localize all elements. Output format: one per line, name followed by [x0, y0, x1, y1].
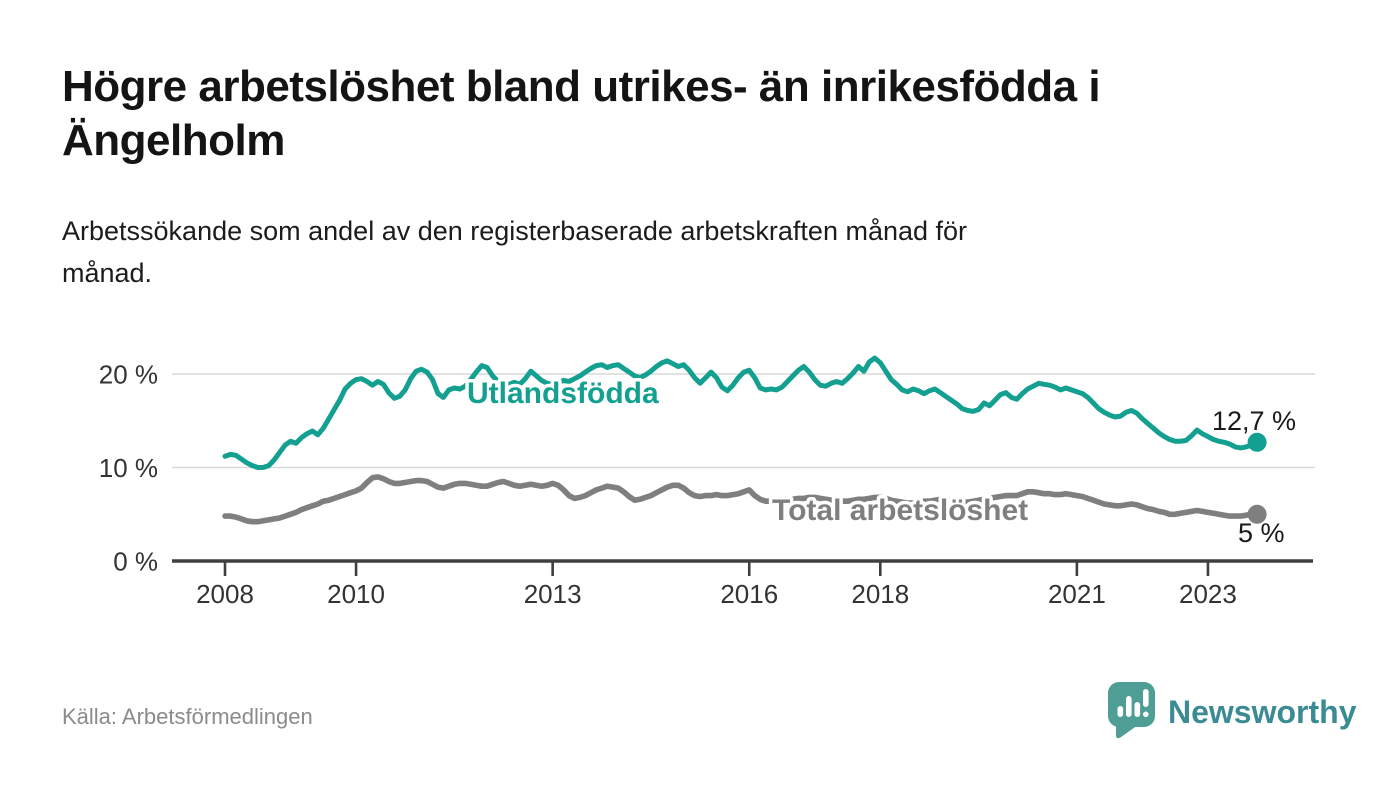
- x-axis-labels: 2008 2010 2013 2016 2018 2021 2023: [196, 579, 1237, 609]
- chart-subtitle-line1: Arbetssökande som andel av den registerb…: [62, 216, 968, 246]
- bar-chart-exclamation-icon: [1117, 689, 1149, 718]
- x-tick-label: 2008: [196, 579, 254, 609]
- chart-subtitle: Arbetssökande som andel av den registerb…: [62, 210, 967, 294]
- x-tick-label: 2010: [327, 579, 385, 609]
- x-tick-label: 2021: [1048, 579, 1106, 609]
- total-series-label: Total arbetslöshet: [772, 494, 1028, 527]
- foreign-born-endpoint-dot: [1247, 432, 1267, 452]
- x-axis-ticks: [223, 561, 1210, 576]
- total-end-value-label: 5 %: [1238, 518, 1285, 548]
- foreign-born-series-label: Utlandsfödda: [467, 377, 659, 410]
- source-note: Källa: Arbetsförmedlingen: [62, 704, 313, 729]
- chart-subtitle-line2: månad.: [62, 258, 153, 288]
- y-tick-label: 0 %: [113, 547, 158, 577]
- x-tick-label: 2016: [720, 579, 778, 609]
- x-tick-label: 2018: [851, 579, 909, 609]
- foreign-born-end-value-label: 12,7 %: [1212, 406, 1296, 436]
- total-unemployment-line: [222, 474, 1260, 525]
- foreign-born-line: [222, 355, 1260, 470]
- x-tick-label: 2023: [1179, 579, 1237, 609]
- page-title: Högre arbetslöshet bland utrikes- än inr…: [62, 60, 1101, 168]
- y-tick-label: 20 %: [99, 360, 158, 390]
- unemployment-line-chart: 0 % 10 % 20 % 2008 2010 2013 2016 2018 2021 2023…: [99, 355, 1315, 609]
- page-title-line1: Högre arbetslöshet bland utrikes- än inr…: [62, 62, 1101, 111]
- page-title-line2: Ängelholm: [62, 116, 285, 165]
- speech-bubble-tail: [1116, 721, 1138, 739]
- total-endpoint-dot: [1247, 504, 1267, 524]
- x-tick-label: 2013: [524, 579, 582, 609]
- newsworthy-wordmark: Newsworthy: [1168, 694, 1356, 730]
- newsworthy-logo: Newsworthy: [1108, 682, 1356, 739]
- y-axis-labels: 0 % 10 % 20 %: [99, 360, 158, 577]
- y-tick-label: 10 %: [99, 453, 158, 483]
- newsworthy-logo-mark: [1108, 682, 1155, 739]
